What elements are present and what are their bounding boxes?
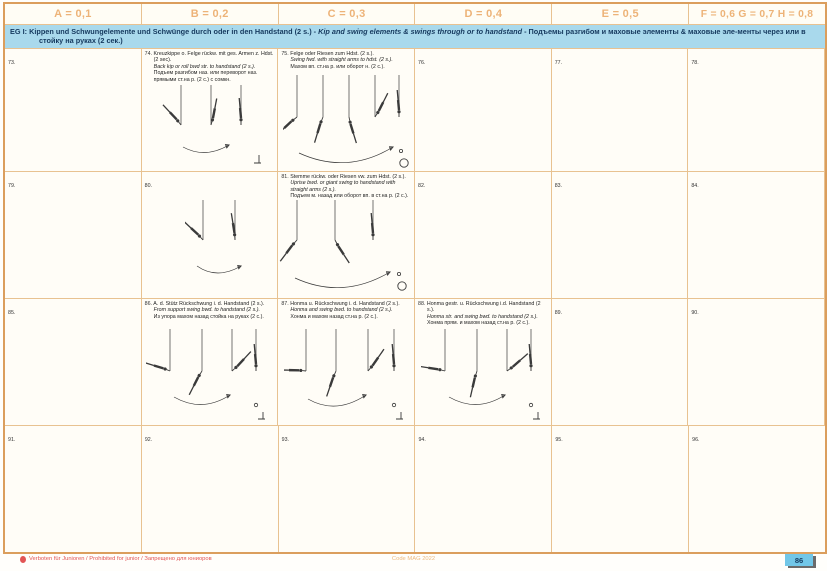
element-number: 74. — [144, 51, 153, 57]
element-text-ru: Хонма прям. и махом назад ст.на р. (2 с.… — [427, 320, 530, 327]
element-cell-96: 96. — [689, 426, 825, 552]
element-group-label: EG I: — [10, 27, 28, 36]
element-text-de: A. d. Stütz Rückschwung i. d. Handstand … — [153, 301, 265, 307]
element-text-de: Felge oder Riesen zum Hdst. (2 s.). — [290, 51, 374, 57]
element-cell-93: 93. — [279, 426, 416, 552]
element-number: 82. — [418, 183, 426, 189]
element-cell-95: 95. — [552, 426, 690, 552]
element-cell-74: 74. Kreuzkippe o. Felge rückw. mit ges. … — [142, 49, 279, 171]
element-cell-77: 77. — [552, 49, 689, 171]
junior-prohibited-note: Verboten für Junioren / Prohibited for j… — [29, 556, 212, 562]
element-cell-80: 80. — [142, 172, 279, 298]
element-number: 91. — [8, 437, 16, 443]
value-header-row: A = 0,1 B = 0,2 C = 0,3 D = 0,4 E = 0,5 … — [5, 4, 825, 24]
element-cell-76: 76. — [415, 49, 552, 171]
element-number: 81. — [281, 174, 289, 180]
value-header-fgh: F = 0,6 G = 0,7 H = 0,8 — [700, 8, 814, 20]
element-number: 88. — [418, 301, 426, 307]
element-text-en: Honma str. and swing bwd. to handstand (… — [427, 313, 538, 320]
element-group-band: EG I: Kippen und Schwungelemente und Sch… — [5, 24, 825, 49]
element-number: 78. — [691, 60, 699, 66]
value-header-d: D = 0,4 — [415, 4, 553, 24]
element-cell-83: 83. — [552, 172, 689, 298]
element-text-de: Kreuzkippe o. Felge rückw. mit ges. Arme… — [153, 51, 274, 64]
element-text-de: Honma gestr. u. Rückschwung i.d. Handsta… — [426, 301, 541, 314]
element-text-en: Honma and swing bwd. to handstand (2 s.)… — [290, 307, 393, 314]
element-cell-79: 79. — [5, 172, 142, 298]
element-cell-73: 73. — [5, 49, 142, 171]
element-cell-94: 94. — [415, 426, 553, 552]
value-header-a: A = 0,1 — [5, 4, 142, 24]
element-number: 93. — [281, 437, 290, 443]
element-number: 75. — [281, 51, 289, 57]
element-text-ru: Подъем м. назад или оборот вп. в ст.на р… — [290, 193, 409, 200]
element-group-title-en: Kip and swing elements & swings through … — [318, 27, 523, 36]
element-number: 92. — [144, 437, 153, 443]
element-cell-89: 89. — [552, 299, 689, 425]
element-number: 95. — [555, 437, 563, 443]
element-text-ru: Хонма и махом назад ст.на р. (2 с.). — [290, 313, 378, 320]
element-number: 76. — [418, 60, 426, 66]
element-cell-82: 82. — [415, 172, 552, 298]
element-text-ru: Из упора махом назад стойка на руках (2 … — [153, 313, 264, 320]
element-number: 85. — [8, 310, 16, 316]
element-text-de: Honma u. Rückschwung i. d. Handstand (2 … — [290, 301, 400, 307]
element-number: 77. — [554, 60, 563, 66]
element-cell-81: 81. Stemme rückw. oder Riesen vw. zum Hd… — [278, 172, 416, 298]
element-cell-85: 85. — [5, 299, 142, 425]
table-row-79-84: 79. 80. 81. Stemme rückw. oder Riesen vw… — [5, 172, 826, 299]
table-row-85-90: 85. 86. A. d. Stütz Rückschwung i. d. Ha… — [5, 299, 826, 426]
element-number: 87. — [281, 301, 289, 307]
element-cell-87: 87. Honma u. Rückschwung i. d. Handstand… — [278, 299, 416, 425]
element-cell-92: 92. — [142, 426, 279, 552]
element-number: 89. — [554, 310, 563, 316]
element-group-title-ru: - Подъемы разгибом и маховые элементы & … — [39, 27, 806, 46]
element-cell-86: 86. A. d. Stütz Rückschwung i. d. Handst… — [142, 299, 279, 425]
element-text-en: Back kip or roll bwd str. to handstand (… — [153, 63, 256, 70]
value-header-c: C = 0,3 — [279, 4, 416, 24]
element-number: 83. — [554, 183, 563, 189]
element-group-title-de: Kippen und Schwungelemente und Schwünge … — [29, 27, 317, 36]
element-cell-90: 90. — [688, 299, 826, 425]
element-text-ru: Подъем разгибом наз. или переворот наз. … — [153, 70, 258, 83]
element-cell-88: 88. Honma gestr. u. Rückschwung i.d. Han… — [415, 299, 552, 425]
junior-prohibited-icon — [20, 556, 26, 563]
element-cell-91: 91. — [5, 426, 142, 552]
table-row-73-78: 73. 74. Kreuzkippe o. Felge rückw. mit g… — [5, 49, 826, 172]
page-number-badge: 86 — [785, 554, 813, 566]
element-text-en: Swing fwd. with straight arms to hdst. (… — [290, 57, 393, 64]
element-text-de: Stemme rückw. oder Riesen vw. zum Hdst. … — [290, 174, 406, 180]
value-header-e: E = 0,5 — [552, 4, 690, 24]
element-number: 86. — [144, 301, 153, 307]
value-header-b: B = 0,2 — [142, 4, 279, 24]
element-number: 94. — [418, 437, 426, 443]
element-cell-78: 78. — [688, 49, 826, 171]
element-number: 84. — [691, 183, 699, 189]
element-number: 79. — [8, 183, 16, 189]
element-number: 90. — [691, 310, 699, 316]
element-cell-84: 84. — [688, 172, 826, 298]
difficulty-table: A = 0,1 B = 0,2 C = 0,3 D = 0,4 E = 0,5 … — [3, 2, 827, 554]
element-cell-75: 75. Felge oder Riesen zum Hdst. (2 s.). … — [278, 49, 416, 171]
element-text-ru: Махом вп. ст.на р. или оборот н. (2 с.). — [290, 63, 385, 70]
element-text-en: Uprise bwd. or giant swing to handstand … — [290, 180, 396, 193]
element-number: 96. — [692, 437, 700, 443]
element-text-en: From support swing bwd. to handstand (2 … — [153, 307, 260, 314]
element-number: 73. — [8, 60, 16, 66]
element-number: 80. — [144, 183, 153, 189]
table-row-91-96: 91. 92. 93. 94. 95. 96. — [5, 426, 825, 552]
code-edition-label: Code MAG 2022 — [391, 556, 436, 562]
